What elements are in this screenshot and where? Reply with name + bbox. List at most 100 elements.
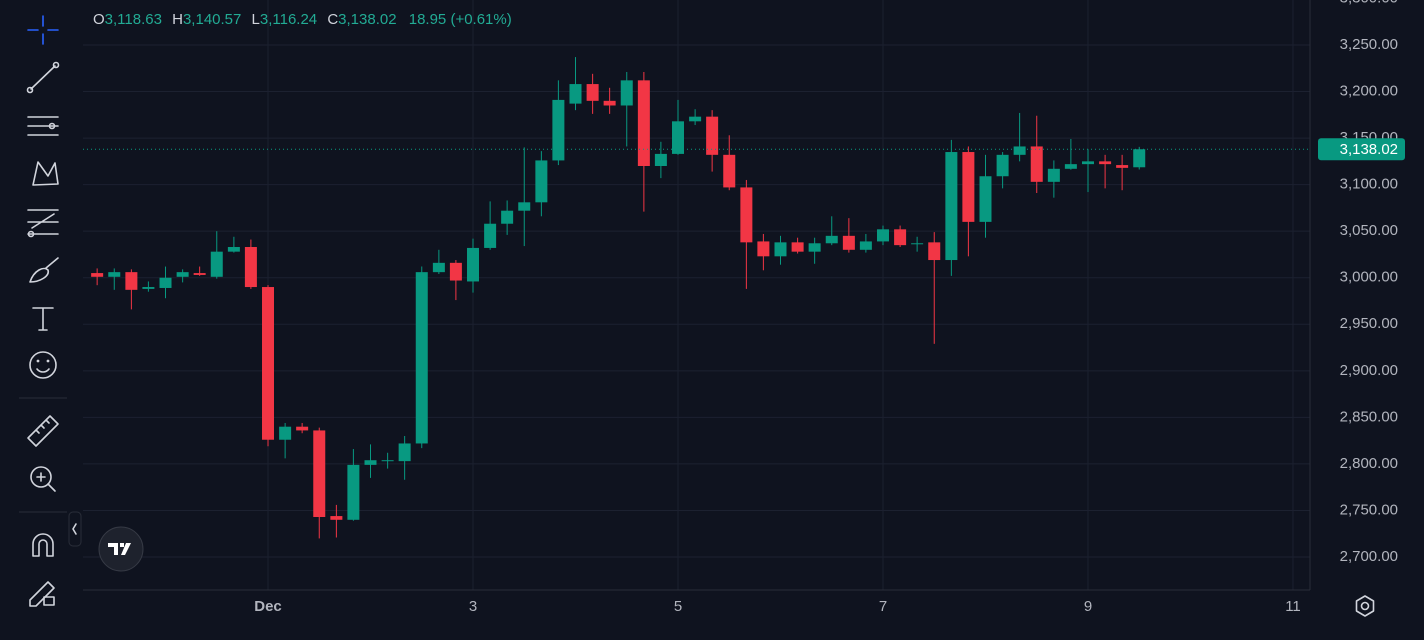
y-tick-label: 3,100.00: [1340, 176, 1398, 193]
candle-body: [125, 272, 138, 290]
candle-body: [637, 80, 650, 167]
candle-body: [825, 235, 838, 244]
lock-drawing-tool[interactable]: [29, 581, 55, 607]
collapse-toolbar-button[interactable]: [68, 511, 82, 547]
candle-body: [227, 247, 240, 252]
candle-body: [740, 187, 753, 243]
horizontal-lines-tool[interactable]: [27, 116, 59, 136]
candle-body: [723, 154, 736, 188]
ohlc-header: O3,118.63 H3,140.57 L3,116.24 C3,138.02 …: [93, 11, 512, 28]
candle-body: [689, 116, 702, 122]
candle-body: [842, 235, 855, 250]
candle-body: [859, 241, 872, 250]
open-value: 3,118.63: [105, 11, 162, 28]
candle-body: [244, 247, 257, 288]
high-value: 3,140.57: [183, 11, 241, 28]
y-tick-label: 3,050.00: [1340, 222, 1398, 239]
candle-body: [449, 262, 462, 281]
last-price-label: 3,138.02: [1340, 141, 1398, 158]
candle-body: [347, 464, 360, 520]
crosshair-tool[interactable]: [27, 15, 59, 45]
y-tick-label: 3,000.00: [1340, 269, 1398, 286]
candle-body: [535, 160, 548, 203]
emoji-tool[interactable]: [29, 351, 57, 379]
candle-body: [330, 516, 343, 520]
change-percent: (+0.61%): [450, 11, 511, 28]
candle-body: [654, 153, 667, 167]
candle-body: [876, 229, 889, 242]
x-tick-label: 5: [674, 598, 682, 615]
close-value: 3,138.02: [338, 11, 396, 28]
candle-body: [774, 242, 787, 257]
candle-body: [313, 430, 326, 518]
candle-body: [432, 262, 445, 273]
x-tick-label: 11: [1285, 598, 1301, 615]
candle-body: [979, 176, 992, 222]
candle-body: [279, 426, 292, 440]
candle-body: [928, 242, 941, 261]
candle-body: [1047, 168, 1060, 182]
x-tick-label: 9: [1084, 598, 1092, 615]
candle-body: [791, 242, 804, 252]
candle-body: [262, 287, 275, 440]
axis-settings-button[interactable]: [1355, 595, 1375, 617]
candle-body: [108, 272, 121, 277]
fib-tool[interactable]: [27, 209, 59, 238]
candle-body: [552, 99, 565, 161]
candle-body: [296, 426, 309, 431]
candle-body: [894, 229, 907, 246]
candle-body: [1013, 146, 1026, 155]
candle-body: [91, 273, 104, 277]
y-tick-label: 3,200.00: [1340, 82, 1398, 99]
close-label: C: [327, 11, 338, 28]
ruler-tool[interactable]: [27, 415, 59, 447]
change-value: 18.95: [409, 11, 447, 28]
candle-body: [945, 152, 958, 261]
trendline-tool[interactable]: [26, 61, 60, 94]
candle-body: [962, 152, 975, 222]
candle-body: [1030, 146, 1043, 182]
candle-body: [1099, 161, 1112, 165]
candle-body: [569, 84, 582, 104]
candle-body: [586, 84, 599, 101]
candle-body: [176, 272, 189, 277]
low-label: L: [252, 11, 260, 28]
y-tick-label: 2,700.00: [1340, 548, 1398, 565]
text-tool[interactable]: [32, 307, 54, 331]
candle-body: [620, 80, 633, 106]
y-tick-label: 3,250.00: [1340, 36, 1398, 53]
brush-tool[interactable]: [29, 257, 59, 283]
x-tick-label: 7: [879, 598, 887, 615]
low-value: 3,116.24: [260, 11, 317, 28]
candle-body: [398, 443, 411, 462]
y-tick-label: 2,850.00: [1340, 408, 1398, 425]
candle-body: [518, 202, 531, 211]
candle-body: [159, 277, 172, 288]
candle-body: [808, 243, 821, 252]
last-price-badge: [1318, 138, 1405, 161]
candle-body: [706, 116, 719, 155]
candle-body: [1133, 149, 1146, 168]
x-tick-label: 3: [469, 598, 477, 615]
candle-body: [142, 287, 155, 289]
candle-body: [210, 251, 223, 277]
candle-body: [467, 247, 480, 282]
pattern-tool[interactable]: [32, 161, 59, 186]
candle-body: [757, 241, 770, 257]
plot-area: [83, 0, 1310, 590]
candle-body: [381, 460, 394, 462]
candle-body: [193, 273, 206, 275]
y-tick-label: 2,750.00: [1340, 501, 1398, 518]
candle-body: [996, 154, 1009, 177]
candle-body: [364, 460, 377, 465]
y-tick-label: 3,300.00: [1340, 0, 1398, 6]
magnet-tool[interactable]: [32, 533, 54, 557]
candle-body: [911, 243, 924, 245]
zoom-tool[interactable]: [30, 466, 56, 492]
x-tick-label: Dec: [254, 598, 282, 615]
y-tick-label: 2,800.00: [1340, 455, 1398, 472]
open-label: O: [93, 11, 105, 28]
toolbar: [19, 15, 82, 607]
